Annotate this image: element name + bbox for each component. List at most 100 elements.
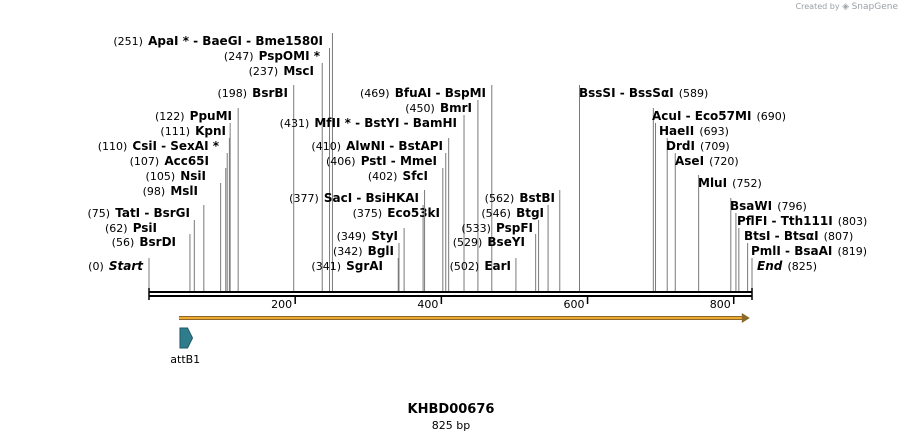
site-enzyme: SfcI bbox=[403, 169, 428, 183]
site-label[interactable]: (469) BfuAI - BspMI bbox=[360, 82, 486, 101]
site-position: (690) bbox=[757, 110, 787, 123]
site-position: (56) bbox=[112, 236, 135, 249]
credit-brand: SnapGene bbox=[851, 2, 898, 12]
axis-tick-label: 800 bbox=[710, 298, 731, 311]
site-enzyme: MfII * - BstYI - BamHI bbox=[314, 116, 457, 130]
site-label[interactable]: (529) BseYI bbox=[453, 231, 525, 250]
site-label[interactable]: (107) Acc65I bbox=[130, 150, 209, 169]
site-label[interactable]: PmlI - BsaAI (819) bbox=[751, 240, 867, 259]
site-position: (431) bbox=[280, 117, 310, 130]
site-position: (75) bbox=[88, 207, 111, 220]
site-position: (819) bbox=[837, 245, 867, 258]
site-label[interactable]: (98) MslI bbox=[143, 180, 198, 199]
site-label[interactable]: AseI (720) bbox=[675, 150, 739, 169]
sequence-title: KHBD00676 bbox=[407, 402, 495, 417]
site-position: (110) bbox=[98, 140, 128, 153]
site-label[interactable]: (349) StyI bbox=[337, 225, 398, 244]
site-label[interactable]: (502) EarI bbox=[450, 255, 511, 274]
site-label[interactable]: (377) SacI - BsiHKAI bbox=[289, 187, 419, 206]
site-enzyme: EarI bbox=[484, 259, 511, 273]
site-label[interactable]: (56) BsrDI bbox=[112, 231, 176, 250]
site-enzyme: BmrI bbox=[440, 101, 472, 115]
site-enzyme: AlwNI - BstAPI bbox=[346, 139, 443, 153]
site-label[interactable]: (342) BglI bbox=[333, 240, 394, 259]
site-label[interactable]: (105) NsiI bbox=[146, 165, 206, 184]
site-label[interactable]: (237) MscI bbox=[249, 60, 314, 79]
site-label[interactable]: (533) PspFI bbox=[461, 217, 533, 236]
site-enzyme: CsiI - SexAI * bbox=[132, 139, 219, 153]
site-enzyme: ApaI * - BaeGI - Bme1580I bbox=[148, 34, 323, 48]
site-enzyme: AseI bbox=[675, 154, 704, 168]
site-label[interactable]: (562) BstBI bbox=[485, 187, 555, 206]
site-position: (0) bbox=[88, 260, 104, 273]
site-label[interactable]: DrdI (709) bbox=[666, 135, 730, 154]
site-position: (546) bbox=[481, 207, 511, 220]
site-enzyme: BsrBI bbox=[252, 86, 288, 100]
site-label[interactable]: BsaWI (796) bbox=[730, 195, 807, 214]
site-position: (62) bbox=[105, 222, 128, 235]
site-enzyme: BtsI - BtsαI bbox=[744, 229, 819, 243]
attB1-feature-icon[interactable] bbox=[179, 327, 194, 349]
site-enzyme: HaeII bbox=[659, 124, 694, 138]
site-label[interactable]: (341) SgrAI bbox=[311, 255, 383, 274]
site-position: (341) bbox=[311, 260, 341, 273]
site-label[interactable]: (431) MfII * - BstYI - BamHI bbox=[280, 112, 457, 131]
site-label[interactable]: (410) AlwNI - BstAPI bbox=[311, 135, 443, 154]
site-position: (410) bbox=[311, 140, 341, 153]
site-position: (237) bbox=[249, 65, 279, 78]
site-label[interactable]: (110) CsiI - SexAI * bbox=[98, 135, 220, 154]
site-label[interactable]: (251) ApaI * - BaeGI - Bme1580I bbox=[113, 30, 323, 49]
site-position: (807) bbox=[824, 230, 854, 243]
site-enzyme: PspOMI * bbox=[259, 49, 321, 63]
site-label[interactable]: (198) BsrBI bbox=[217, 82, 288, 101]
site-enzyme: End bbox=[757, 259, 783, 273]
site-label[interactable]: End (825) bbox=[757, 255, 817, 274]
site-label[interactable]: (375) Eco53kI bbox=[353, 202, 440, 221]
site-label[interactable]: (406) PstI - MmeI bbox=[326, 150, 437, 169]
site-enzyme: BssSI - BssSαI bbox=[579, 86, 674, 100]
site-enzyme: PstI - MmeI bbox=[361, 154, 437, 168]
site-label[interactable]: (111) KpnI bbox=[160, 120, 226, 139]
snapgene-credit: Created by ◈ SnapGene bbox=[796, 2, 898, 12]
site-position: (406) bbox=[326, 155, 356, 168]
site-position: (589) bbox=[679, 87, 709, 100]
site-position: (720) bbox=[709, 155, 739, 168]
site-label[interactable]: (62) PsiI bbox=[105, 217, 157, 236]
site-enzyme: Start bbox=[109, 259, 144, 273]
site-label[interactable]: (0) Start bbox=[88, 255, 144, 274]
axis-tick-label: 600 bbox=[564, 298, 585, 311]
site-label[interactable]: HaeII (693) bbox=[659, 120, 729, 139]
site-label[interactable]: PflFI - Tth111I (803) bbox=[737, 210, 867, 229]
snapgene-logo-icon: ◈ bbox=[842, 2, 850, 12]
attB1-label: attB1 bbox=[170, 353, 200, 366]
site-enzyme: PflFI - Tth111I bbox=[737, 214, 833, 228]
site-label[interactable]: (247) PspOMI * bbox=[224, 45, 321, 64]
site-label[interactable]: BssSI - BssSαI (589) bbox=[579, 82, 708, 101]
site-position: (825) bbox=[787, 260, 817, 273]
site-label[interactable]: (450) BmrI bbox=[405, 97, 472, 116]
site-label[interactable]: AcuI - Eco57MI (690) bbox=[652, 105, 786, 124]
site-position: (502) bbox=[450, 260, 480, 273]
site-position: (803) bbox=[838, 215, 868, 228]
site-label[interactable]: (402) SfcI bbox=[368, 165, 428, 184]
site-position: (122) bbox=[155, 110, 185, 123]
site-enzyme: NsiI bbox=[180, 169, 206, 183]
site-enzyme: BstBI bbox=[519, 191, 555, 205]
site-label[interactable]: (546) BtgI bbox=[481, 202, 544, 221]
site-position: (709) bbox=[700, 140, 730, 153]
site-enzyme: SgrAI bbox=[346, 259, 383, 273]
site-enzyme: BtgI bbox=[516, 206, 544, 220]
axis-tick-label: 400 bbox=[417, 298, 438, 311]
site-position: (375) bbox=[353, 207, 383, 220]
site-label[interactable]: (75) TatI - BsrGI bbox=[88, 202, 190, 221]
site-enzyme: TatI - BsrGI bbox=[115, 206, 190, 220]
site-label[interactable]: BtsI - BtsαI (807) bbox=[744, 225, 853, 244]
site-position: (529) bbox=[453, 236, 483, 249]
site-position: (98) bbox=[143, 185, 166, 198]
site-label[interactable]: (122) PpuMI bbox=[155, 105, 232, 124]
site-label[interactable]: MluI (752) bbox=[698, 172, 762, 191]
site-position: (107) bbox=[130, 155, 160, 168]
site-enzyme: BseYI bbox=[487, 235, 525, 249]
site-enzyme: PpuMI bbox=[190, 109, 232, 123]
